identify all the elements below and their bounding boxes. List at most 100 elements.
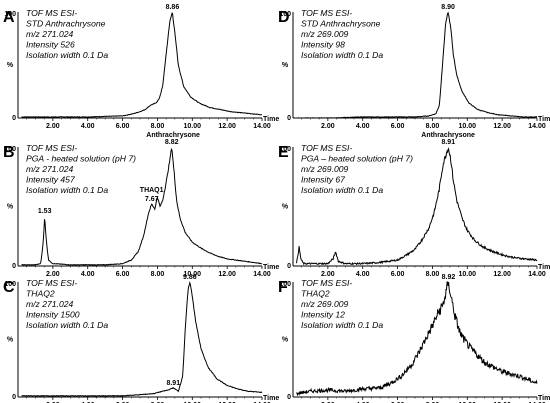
panel-info-line: Intensity 12 xyxy=(301,310,345,320)
x-tick-label: 6.00 xyxy=(116,271,130,278)
panel-info-line: TOF MS ESI- xyxy=(301,278,352,288)
y-axis-label: % xyxy=(7,204,14,211)
y-axis-label: % xyxy=(7,62,14,69)
x-tick-label: 4.00 xyxy=(356,123,370,130)
x-tick-label: 8.00 xyxy=(151,123,165,130)
panel-letter: F xyxy=(278,279,288,296)
panel-info-line: Intensity 1500 xyxy=(26,310,80,320)
y-tick-label: 100 xyxy=(4,281,16,288)
panel-info-line: TOF MS ESI- xyxy=(26,278,77,288)
x-tick-label: 12.00 xyxy=(493,271,511,278)
x-axis-label: Time xyxy=(263,264,279,271)
x-tick-label: 12.00 xyxy=(218,123,236,130)
x-axis-title: Anthrachrysone xyxy=(146,132,200,139)
peak-label: 8.91 xyxy=(166,380,180,387)
panel-info-line: Intensity 67 xyxy=(301,175,346,185)
peak-label: 8.86 xyxy=(166,4,180,11)
panel-info-line: Isolation width 0.1 Da xyxy=(301,185,383,195)
panel-letter: D xyxy=(278,9,290,26)
x-tick-label: 4.00 xyxy=(81,271,95,278)
x-tick-label: 8.00 xyxy=(426,271,440,278)
x-axis-label: Time xyxy=(263,395,279,402)
chromatogram-trace xyxy=(21,280,263,397)
y-tick-label: 0 xyxy=(12,394,16,401)
panel-info-line: Isolation width 0.1 Da xyxy=(26,185,108,195)
y-axis-label: % xyxy=(7,337,14,344)
x-axis-label: Time xyxy=(538,395,550,402)
x-tick-label: 14.00 xyxy=(528,123,546,130)
x-tick-label: 10.00 xyxy=(459,123,477,130)
y-axis-label: % xyxy=(282,204,289,211)
peak-label: 9.86 xyxy=(183,274,197,281)
chromatogram-trace xyxy=(296,281,538,397)
peak-label: 7.67 xyxy=(145,196,159,203)
panel-info-line: Intensity 98 xyxy=(301,40,345,50)
chromatogram-trace xyxy=(296,11,538,119)
y-tick-label: 0 xyxy=(287,263,291,270)
panel-info-line: STD Anthrachrysone xyxy=(301,19,381,29)
panel-info-line: TOF MS ESI- xyxy=(301,143,352,153)
panel-info-line: m/z 269.009 xyxy=(301,164,349,174)
x-tick-label: 2.00 xyxy=(321,271,335,278)
chromatogram-trace xyxy=(296,147,538,266)
chromatogram-trace xyxy=(21,11,263,118)
panel-info-line: Isolation width 0.1 Da xyxy=(301,50,383,60)
x-tick-label: 2.00 xyxy=(46,271,60,278)
x-tick-label: 12.00 xyxy=(493,123,511,130)
panel-e: E TOF MS ESI-PGA – heated solution (pH 7)… xyxy=(278,139,550,278)
x-tick-label: 12.00 xyxy=(218,271,236,278)
panel-info-line: THAQ2 xyxy=(26,289,55,299)
panel-info-line: THAQ2 xyxy=(301,289,330,299)
x-tick-label: 14.00 xyxy=(253,123,271,130)
x-axis-label: Time xyxy=(538,264,550,271)
y-axis-label: % xyxy=(282,62,289,69)
x-tick-label: 10.00 xyxy=(184,123,202,130)
panel-letter: B xyxy=(3,144,15,161)
x-tick-label: 6.00 xyxy=(116,123,130,130)
y-tick-label: 0 xyxy=(287,394,291,401)
panel-info-line: TOF MS ESI- xyxy=(26,143,77,153)
panel-info-line: m/z 271.024 xyxy=(26,164,74,174)
peak-label: 1.53 xyxy=(38,208,52,215)
peak-label: THAQ1 xyxy=(140,187,164,194)
panel-info-line: TOF MS ESI- xyxy=(301,8,352,18)
panel-info-line: Isolation width 0.1 Da xyxy=(301,320,383,330)
panel-letter: C xyxy=(3,279,15,296)
chromatogram-trace xyxy=(21,147,263,266)
panel-info-line: TOF MS ESI- xyxy=(26,8,77,18)
y-tick-label: 100 xyxy=(4,11,16,18)
x-tick-label: 6.00 xyxy=(391,123,405,130)
y-tick-label: 0 xyxy=(12,263,16,270)
x-tick-label: 6.00 xyxy=(391,271,405,278)
panel-info-line: STD Anthrachrysone xyxy=(26,19,106,29)
panel-letter: A xyxy=(3,9,15,26)
x-axis-label: Time xyxy=(538,116,550,123)
peak-label: 8.90 xyxy=(441,4,455,11)
panel-info-line: PGA – heated solution (pH 7) xyxy=(301,154,413,164)
panel-info-line: m/z 271.024 xyxy=(26,29,74,39)
panel-info-line: m/z 269.009 xyxy=(301,299,349,309)
peak-label: 8.92 xyxy=(442,274,456,281)
panel-info-line: Isolation width 0.1 Da xyxy=(26,320,108,330)
panel-info-line: m/z 269.009 xyxy=(301,29,349,39)
panel-info-line: Intensity 457 xyxy=(26,175,76,185)
x-axis-title: Anthrachrysone xyxy=(421,132,475,139)
y-axis-label: % xyxy=(282,337,289,344)
y-tick-label: 100 xyxy=(279,146,291,153)
y-tick-label: 0 xyxy=(287,115,291,122)
x-tick-label: 14.00 xyxy=(528,271,546,278)
x-tick-label: 10.00 xyxy=(459,271,477,278)
panel-info-line: Isolation width 0.1 Da xyxy=(26,50,108,60)
x-tick-label: 2.00 xyxy=(321,123,335,130)
panel-info-line: Intensity 526 xyxy=(26,40,75,50)
y-tick-label: 100 xyxy=(279,281,291,288)
peak-label: 8.82 xyxy=(165,139,179,146)
x-tick-label: 14.00 xyxy=(253,271,271,278)
x-tick-label: 8.00 xyxy=(151,271,165,278)
x-axis-label: Time xyxy=(263,116,279,123)
y-tick-label: 100 xyxy=(279,11,291,18)
